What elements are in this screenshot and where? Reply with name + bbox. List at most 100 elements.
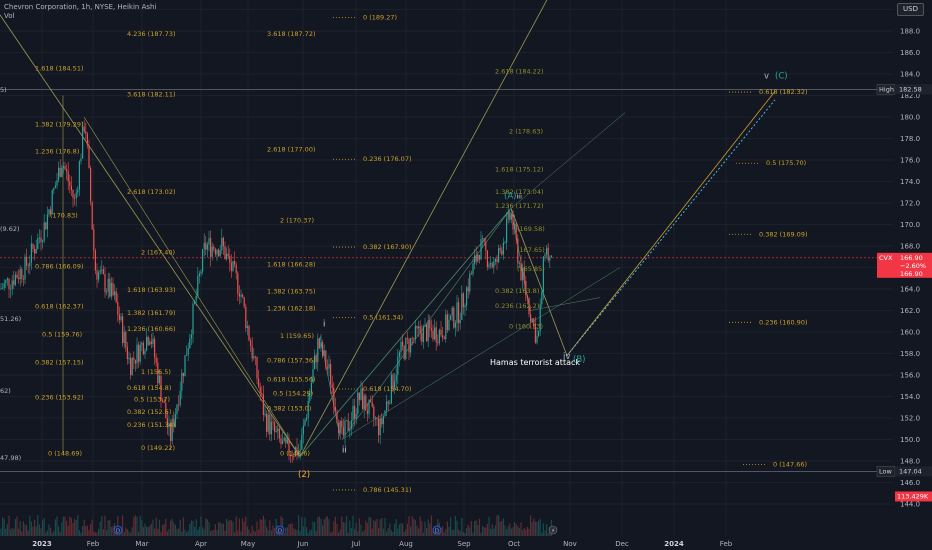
volume-bar [106,530,108,536]
volume-bar [306,527,308,536]
volume-bar [94,532,96,536]
volume-bar [155,517,157,536]
volume-bar [26,525,28,536]
volume-bar [496,515,498,536]
volume-bar [382,528,384,536]
edge-label: 47.98) [0,454,21,462]
candle-body [198,273,200,276]
indicator-vol[interactable]: Vol [4,12,15,20]
candle-body [206,244,208,250]
fib-level-label: 1.382 (173.04) [495,188,544,196]
volume-bar [355,523,357,536]
candle-body [314,355,316,370]
candle-body [74,197,76,199]
candles [0,120,552,463]
candle-body [248,325,250,341]
dividend-marker[interactable] [113,525,123,535]
candle-body [216,249,218,255]
volume-bar [8,515,10,536]
candle-body [182,372,184,377]
candle-body [78,161,80,190]
volume-bar [462,531,464,536]
candle-body [370,400,372,403]
candle-body [246,325,248,328]
fib-level-label: 2.618 (177.00) [267,145,316,153]
candle-body [26,256,28,266]
volume-bar [187,530,189,536]
candle-body [549,257,551,261]
candle-body [408,339,410,353]
dividend-marker[interactable] [432,525,442,535]
volume-bar [78,529,80,536]
candle-body [414,325,416,340]
candle-body [318,338,320,349]
candle-body [464,305,466,308]
volume-bar [195,519,197,536]
volume-bar [83,519,85,536]
volume-bar [368,516,370,536]
volume-bar [21,531,23,536]
candle-body [416,325,418,329]
candle-body [530,314,532,322]
candle-body [405,338,407,360]
volume-bar [290,524,292,536]
volume-bar [235,516,237,536]
volume-bar [547,532,549,536]
candle-body [357,392,359,414]
time-tick: 2024 [664,540,684,548]
volume-bar [482,526,484,536]
candle-body [403,345,405,360]
candle-body [30,243,32,263]
volume-bar [206,519,208,536]
candle-body [467,287,469,292]
volume-bar [488,516,490,536]
volume-bar [192,521,194,536]
candle-body [354,405,356,420]
volume-bar [330,532,332,536]
volume-bar [176,528,178,536]
earnings-marker[interactable] [548,525,558,535]
candle-body [88,145,90,168]
volume-bar [160,531,162,536]
time-tick: Jul [351,540,361,548]
candle-body [262,394,264,416]
volume-bar [307,532,309,536]
volume-bar [210,530,212,536]
candle-body [402,341,404,346]
volume-bar [294,529,296,536]
wave-label: iv [563,352,570,362]
candle-body [283,437,285,441]
candle-body [80,158,82,162]
candle-body [472,263,474,275]
candle-body [205,242,207,250]
volume-bar [309,530,311,536]
volume-bar [254,531,256,536]
volume-bar [14,519,16,536]
volume-bar [293,528,295,536]
volume-bar [486,523,488,536]
fib-level-label: 2 (178.63) [509,128,543,136]
volume-bar [58,526,60,536]
volume-bar [389,523,391,536]
tag-label: High [879,85,894,93]
wave-label: i [323,320,325,330]
candle-body [160,375,162,401]
volume-bar [443,532,445,536]
volume-bar [520,522,522,536]
currency-button[interactable]: USD [897,3,924,16]
trend-line [510,112,626,209]
volume-bar [296,529,298,536]
candle-body [245,306,247,328]
candle-body [509,211,511,220]
volume-bar [138,531,140,536]
candle-body [282,440,284,445]
candle-body [122,316,124,344]
volume-bar [205,518,207,536]
volume-bar [419,516,421,536]
dividend-marker[interactable] [275,525,285,535]
volume-bar [123,532,125,536]
candle-body [99,270,101,273]
volume-bar [381,518,383,536]
volume-bar [331,531,333,536]
